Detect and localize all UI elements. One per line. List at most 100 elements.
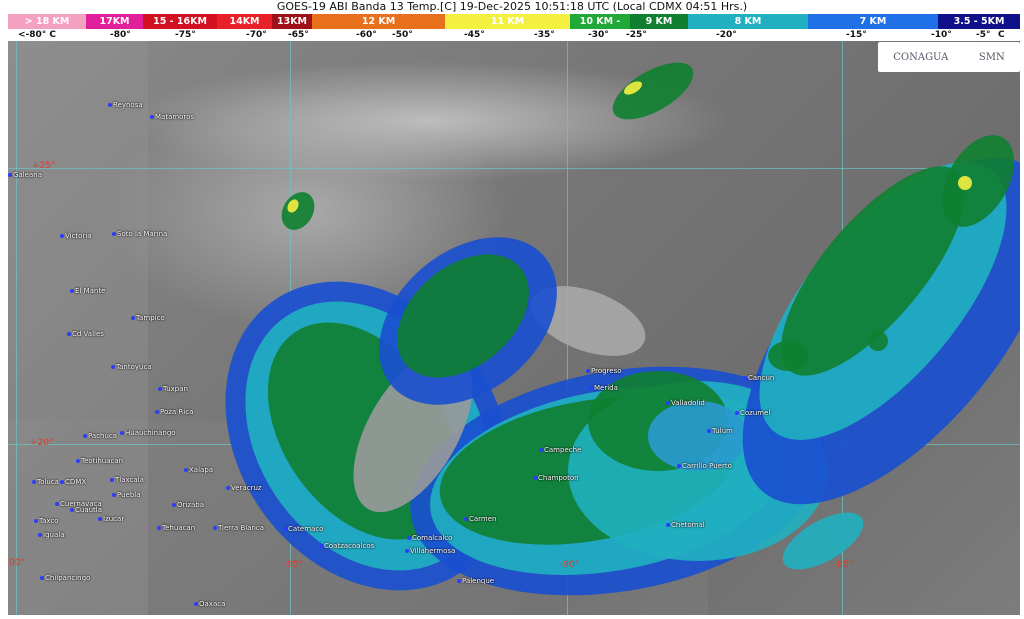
city-label: Catemaco: [283, 525, 323, 533]
city-name: Huauchinango: [125, 429, 176, 437]
city-label: Tuxpan: [158, 385, 188, 393]
city-name: Cuernavaca: [60, 500, 102, 508]
city-label: Soto la Marina: [112, 230, 167, 238]
temperature-label: -70°: [246, 30, 267, 40]
coordinate-label: +20°: [30, 438, 54, 448]
city-name: Oaxaca: [199, 600, 226, 608]
city-marker-icon: [464, 517, 468, 521]
city-label: Comalcalco: [407, 534, 452, 542]
scale-band: 9 KM: [630, 14, 688, 29]
city-label: Teotihuacan: [76, 457, 123, 465]
conagua-logo: CONAGUA: [893, 51, 949, 63]
city-label: Pachuca: [83, 432, 117, 440]
city-label: Tulum: [707, 427, 733, 435]
smn-logo: SMN: [978, 51, 1005, 63]
coordinate-label: +25°: [32, 161, 56, 171]
city-marker-icon: [32, 480, 36, 484]
city-label: Xalapa: [184, 466, 213, 474]
city-name: Poza Rica: [160, 408, 194, 416]
city-marker-icon: [83, 434, 87, 438]
city-marker-icon: [226, 486, 230, 490]
city-marker-icon: [283, 527, 287, 531]
city-name: Tlaxcala: [115, 476, 144, 484]
city-name: Catemaco: [288, 525, 324, 533]
city-label: Reynosa: [108, 101, 143, 109]
scale-band: 15 - 16KM: [143, 14, 217, 29]
coordinate-label: -90°: [560, 560, 580, 570]
temperature-label: <-80° C: [18, 30, 57, 40]
city-name: Chilpancingo: [45, 574, 91, 582]
temperature-label: -65°: [288, 30, 309, 40]
city-label: Huauchinango: [120, 429, 176, 437]
city-marker-icon: [112, 232, 116, 236]
city-marker-icon: [157, 526, 161, 530]
city-marker-icon: [194, 602, 198, 606]
city-marker-icon: [155, 410, 159, 414]
temperature-label: -75°: [175, 30, 196, 40]
city-name: Izucar: [103, 515, 125, 523]
grid-line: [16, 41, 17, 615]
city-name: Progreso: [591, 367, 622, 375]
city-marker-icon: [319, 544, 323, 548]
scale-band: 3.5 - 5KM: [938, 14, 1020, 29]
city-label: Poza Rica: [155, 408, 193, 416]
city-label: Galeana: [8, 171, 42, 179]
city-name: Galeana: [13, 171, 42, 179]
temperature-label: -15°: [846, 30, 867, 40]
scale-band: 12 KM: [312, 14, 445, 29]
city-name: Campeche: [544, 446, 582, 454]
city-name: Xalapa: [189, 466, 214, 474]
cloud-region: [604, 51, 702, 131]
city-label: Coatzacoalcos: [319, 542, 374, 550]
city-marker-icon: [76, 459, 80, 463]
cloud-region: [275, 186, 321, 236]
city-label: Villahermosa: [405, 547, 455, 555]
cloud-region: [868, 331, 888, 351]
city-label: Chetomal: [666, 521, 705, 529]
city-name: Cuautla: [75, 506, 103, 514]
coordinate-label: -95°: [284, 560, 304, 570]
city-name: Tantoyuca: [116, 363, 152, 371]
city-label: Carmen: [464, 515, 497, 523]
city-marker-icon: [407, 536, 411, 540]
city-label: Chilpancingo: [40, 574, 90, 582]
scale-band: 14KM: [217, 14, 272, 29]
city-marker-icon: [158, 387, 162, 391]
city-marker-icon: [707, 429, 711, 433]
city-name: Comalcalco: [412, 534, 453, 542]
city-name: Puebla: [117, 491, 141, 499]
city-marker-icon: [70, 508, 74, 512]
temperature-label: -45°: [464, 30, 485, 40]
city-name: Soto la Marina: [117, 230, 168, 238]
city-marker-icon: [38, 533, 42, 537]
city-marker-icon: [108, 103, 112, 107]
temperature-label: -80°: [110, 30, 131, 40]
city-label: Tampico: [131, 314, 165, 322]
city-label: Cd Valles: [67, 330, 104, 338]
temperature-label: -30°: [588, 30, 609, 40]
city-label: Toluca: [32, 478, 59, 486]
scale-band: > 18 KM: [8, 14, 86, 29]
city-name: Chetomal: [671, 521, 705, 529]
city-marker-icon: [40, 576, 44, 580]
city-name: Cozumel: [740, 409, 771, 417]
city-name: Carrillo Puerto: [682, 462, 732, 470]
city-marker-icon: [677, 464, 681, 468]
city-name: Valladolid: [671, 399, 705, 407]
city-marker-icon: [586, 369, 590, 373]
temperature-label: -50°: [392, 30, 413, 40]
city-name: Taxco: [39, 517, 59, 525]
city-name: Tampico: [136, 314, 165, 322]
city-label: Oaxaca: [194, 600, 225, 608]
satellite-map[interactable]: Reynosa Matamoros Galeana Victoria Soto la M…: [8, 41, 1020, 615]
city-marker-icon: [457, 579, 461, 583]
city-name: Coatzacoalcos: [324, 542, 375, 550]
city-label: Puebla: [112, 491, 141, 499]
temperature-scale: <-80° C -80° -75° -70° -65° -60° -50° -45° -35° -…: [8, 29, 1020, 41]
city-name: Merida: [594, 384, 618, 392]
city-marker-icon: [131, 316, 135, 320]
city-marker-icon: [589, 386, 593, 390]
city-name: Cancun: [748, 374, 775, 382]
city-label: Palenque: [457, 577, 494, 585]
image-title: GOES-19 ABI Banda 13 Temp.[C] 19-Dec-202…: [276, 0, 748, 13]
